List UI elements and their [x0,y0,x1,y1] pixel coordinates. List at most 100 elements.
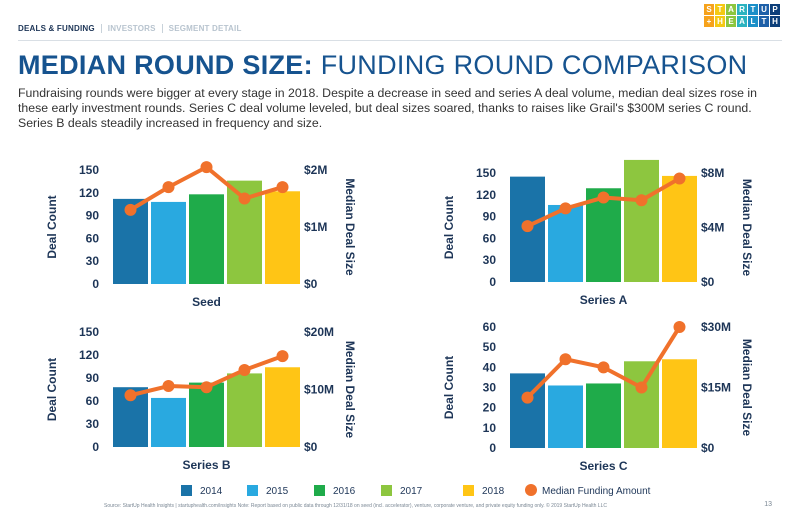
page-number: 13 [764,501,772,508]
chart-title-series-c: Series C [579,459,627,473]
y-axis-label: Deal Count [442,356,456,419]
y-tick-label: 0 [489,441,496,455]
bar-series-b-2018 [265,367,300,447]
legend-swatch-2016 [314,485,325,496]
y2-tick-label: $10M [304,383,334,397]
legend-label-2017: 2017 [400,486,423,497]
y-tick-label: 150 [79,163,99,177]
legend-swatch-2015 [247,485,258,496]
bar-seed-2018 [265,191,300,284]
logo-letter: T [748,4,758,15]
y2-axis-label: Median Deal Size [343,178,357,276]
top-navigation: DEALS & FUNDING INVESTORS SEGMENT DETAIL [18,24,248,33]
y2-tick-label: $0 [304,277,318,291]
legend-label-2018: 2018 [482,486,505,497]
logo-letter: H [770,16,780,27]
y-tick-label: 30 [86,254,100,268]
legend-swatch-2014 [181,485,192,496]
median-point [162,380,175,393]
logo-letter: + [704,16,714,27]
y-tick-label: 40 [483,360,497,374]
logo-letter: H [715,16,725,27]
median-point [559,202,572,215]
source-note: Source: StartUp Health Insights | startu… [104,503,607,509]
y2-axis-label: Median Deal Size [740,179,754,277]
median-point [200,161,213,174]
median-point [559,353,572,366]
y-tick-label: 20 [483,401,497,415]
legend-swatch-2017 [381,485,392,496]
y-tick-label: 30 [483,253,497,267]
nav-tab-investors[interactable]: INVESTORS [100,24,162,33]
chart-title-series-b: Series B [182,458,230,472]
median-point [276,181,289,194]
logo-letter: T [715,4,725,15]
logo-letter: T [759,16,769,27]
median-point [124,203,137,216]
y2-tick-label: $1M [304,220,327,234]
y-tick-label: 150 [79,325,99,339]
legend-median-swatch [525,484,537,496]
y-tick-label: 90 [86,371,100,385]
bar-series-c-2015 [548,385,583,448]
y-tick-label: 0 [489,275,496,289]
logo-letter: R [737,4,747,15]
bar-seed-2016 [189,194,224,284]
y2-tick-label: $15M [701,381,731,395]
y-axis-label: Deal Count [45,195,59,258]
logo-letter: A [737,16,747,27]
nav-tab-deals-funding[interactable]: DEALS & FUNDING [18,24,95,33]
median-point [238,192,251,205]
median-point [635,194,648,207]
y2-tick-label: $0 [304,440,318,454]
header-divider [18,40,782,41]
legend-median-label: Median Funding Amount [542,486,651,497]
logo-letter: E [726,16,736,27]
title-bold: MEDIAN ROUND SIZE: [18,50,313,80]
bar-series-c-2018 [662,359,697,448]
y-tick-label: 120 [476,188,496,202]
median-point [673,321,686,333]
y-tick-label: 30 [483,381,497,395]
title-light: FUNDING ROUND COMPARISON [320,50,748,80]
chart-title-series-a: Series A [580,293,628,307]
bar-series-a-2017 [624,159,659,282]
logo-letter: U [759,4,769,15]
y-axis-label: Deal Count [45,358,59,421]
bar-series-a-2016 [586,188,621,282]
median-point [597,361,610,374]
y2-tick-label: $30M [701,320,731,334]
y-tick-label: 60 [483,320,497,334]
y2-tick-label: $0 [701,441,715,455]
y-tick-label: 90 [483,210,497,224]
median-point [162,181,175,194]
y2-axis-label: Median Deal Size [740,339,754,437]
legend-label-2014: 2014 [200,486,223,497]
bar-series-c-2017 [624,361,659,448]
y-tick-label: 150 [476,166,496,180]
median-point [635,381,648,394]
logo-letter: P [770,4,780,15]
nav-tab-segment-detail[interactable]: SEGMENT DETAIL [161,24,248,33]
median-point [673,172,686,185]
y-tick-label: 10 [483,421,497,435]
legend-swatch-2018 [463,485,474,496]
y-tick-label: 90 [86,209,100,223]
logo-letter: S [704,4,714,15]
y-tick-label: 120 [79,186,99,200]
y2-tick-label: $4M [701,221,724,235]
bar-series-c-2016 [586,383,621,448]
median-point [238,363,251,376]
y-tick-label: 0 [92,277,99,291]
y2-axis-label: Median Deal Size [343,341,357,439]
page-title: MEDIAN ROUND SIZE: FUNDING ROUND COMPARI… [18,50,747,81]
bar-series-b-2017 [227,373,262,447]
median-point [521,391,534,404]
bar-series-b-2016 [189,382,224,447]
y2-tick-label: $0 [701,275,715,289]
bar-series-b-2015 [151,397,186,447]
median-point [200,381,213,394]
y-tick-label: 120 [79,348,99,362]
